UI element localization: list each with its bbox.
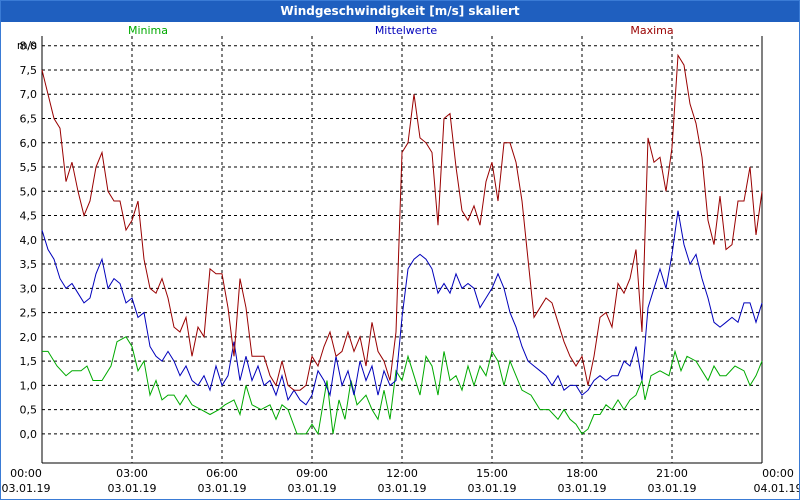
y-tick-label: 5,0 bbox=[20, 185, 38, 198]
x-tick-time: 18:00 bbox=[566, 467, 598, 480]
x-tick-date: 04.01.19 bbox=[754, 482, 799, 495]
x-tick-time: 00:00 bbox=[10, 467, 42, 480]
y-tick-label: 1,0 bbox=[20, 379, 38, 392]
x-tick-time: 21:00 bbox=[656, 467, 688, 480]
legend-mittelwerte: Mittelwerte bbox=[375, 24, 438, 37]
chart-title: Windgeschwindigkeit [m/s] skaliert bbox=[1, 1, 799, 22]
axis-labels: 0,0 0,5 1,0 1,5 2,0 2,5 3,0 3,5 4,0 4,5 5,0 5,5 6,0 6… bbox=[2, 39, 799, 495]
y-tick-label: 7,5 bbox=[20, 64, 38, 77]
legend-minima: Minima bbox=[128, 24, 168, 37]
axes bbox=[41, 36, 763, 464]
x-tick-date: 03.01.19 bbox=[468, 482, 517, 495]
x-tick-time: 00:00 bbox=[762, 467, 794, 480]
y-tick-label: 1,5 bbox=[20, 355, 38, 368]
y-tick-label: 0,5 bbox=[20, 404, 38, 417]
y-tick-label: 3,5 bbox=[20, 258, 38, 271]
x-tick-date: 03.01.19 bbox=[648, 482, 697, 495]
x-tick-time: 03:00 bbox=[116, 467, 148, 480]
y-tick-label: 6,0 bbox=[20, 137, 38, 150]
y-tick-label: 4,5 bbox=[20, 210, 38, 223]
x-tick-date: 03.01.19 bbox=[288, 482, 337, 495]
x-tick-date: 03.01.19 bbox=[558, 482, 607, 495]
series-line-maxima bbox=[41, 53, 763, 391]
x-tick-time: 06:00 bbox=[206, 467, 238, 480]
series-line-mittelwerte bbox=[41, 210, 763, 406]
series-lines bbox=[41, 53, 763, 436]
y-tick-label: 3,0 bbox=[20, 282, 38, 295]
line-chart: 0,0 0,5 1,0 1,5 2,0 2,5 3,0 3,5 4,0 4,5 5,0 5,5 6,0 6… bbox=[2, 24, 799, 495]
legend-maxima: Maxima bbox=[630, 24, 673, 37]
y-tick-label: 2,5 bbox=[20, 307, 38, 320]
x-tick-date: 03.01.19 bbox=[108, 482, 157, 495]
x-tick-time: 12:00 bbox=[386, 467, 418, 480]
y-tick-label: 8,0 bbox=[20, 40, 38, 53]
y-tick-label: 4,0 bbox=[20, 234, 38, 247]
y-tick-label: 5,5 bbox=[20, 161, 38, 174]
x-tick-date: 03.01.19 bbox=[2, 482, 51, 495]
legend: Minima Mittelwerte Maxima bbox=[128, 24, 674, 37]
x-tick-date: 03.01.19 bbox=[378, 482, 427, 495]
y-tick-label: 7,0 bbox=[20, 88, 38, 101]
y-tick-label: 2,0 bbox=[20, 331, 38, 344]
y-tick-label: 6,5 bbox=[20, 112, 38, 125]
y-axis-unit: m/s bbox=[17, 39, 37, 52]
x-tick-time: 15:00 bbox=[476, 467, 508, 480]
y-tick-label: 0,0 bbox=[20, 428, 38, 441]
x-tick-time: 09:00 bbox=[296, 467, 328, 480]
x-tick-date: 03.01.19 bbox=[198, 482, 247, 495]
grid-lines bbox=[41, 36, 763, 463]
